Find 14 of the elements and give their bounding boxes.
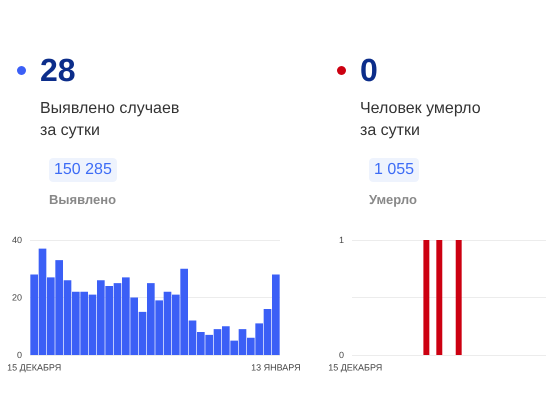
- text: 150 285: [49, 158, 117, 182]
- y-tick-label: 1: [338, 235, 344, 245]
- x-tick-label: 13 ЯНВАРЯ: [251, 362, 301, 372]
- y-tick-label: 40: [12, 235, 22, 245]
- y-tick-label: 20: [12, 292, 22, 302]
- text: 1 055: [369, 158, 420, 182]
- chart-subtitle: Человек умерло за сутки: [360, 99, 482, 141]
- x-tick-label: 15 ДЕКАБРЯ: [328, 362, 382, 372]
- chart-subtitle: Выявлено случаев за сутки: [40, 99, 180, 141]
- chart-title: 28: [40, 51, 76, 90]
- y-tick-label: 0: [16, 350, 22, 360]
- x-tick-label: 15 ДЕКАБРЯ: [7, 362, 62, 372]
- text: Умерло: [369, 192, 417, 207]
- text: Выявлено: [49, 192, 116, 207]
